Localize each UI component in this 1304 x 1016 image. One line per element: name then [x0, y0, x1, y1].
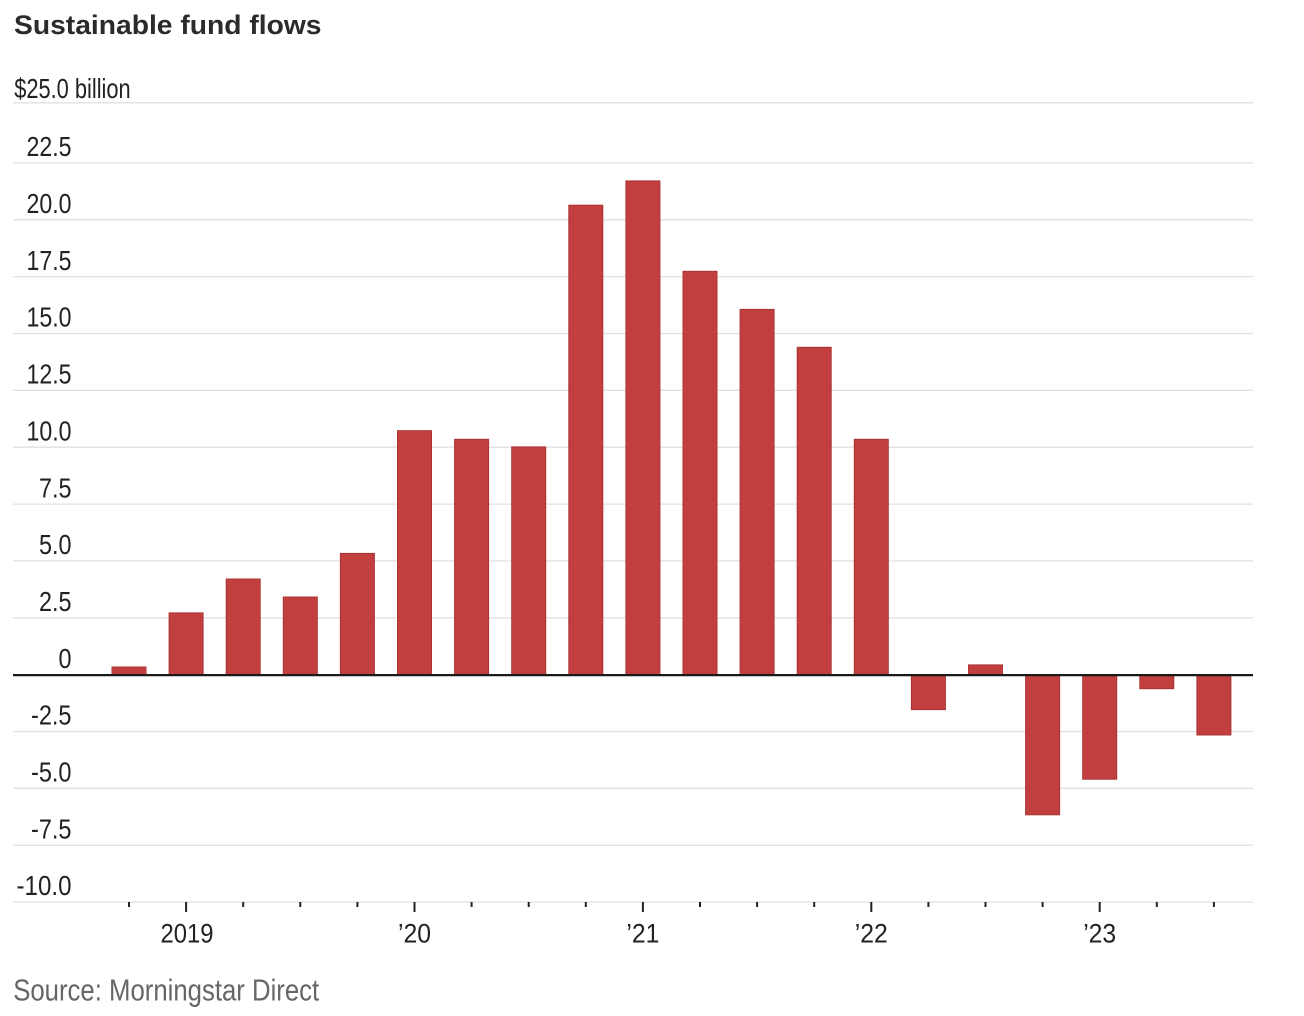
svg-text:7.5: 7.5: [39, 472, 72, 503]
svg-text:2019: 2019: [161, 918, 214, 948]
svg-text:-10.0: -10.0: [17, 870, 72, 901]
svg-text:10.0: 10.0: [27, 415, 72, 446]
svg-text:$25.0 billion: $25.0 billion: [14, 73, 131, 104]
svg-text:’23: ’23: [1083, 918, 1116, 948]
svg-text:22.5: 22.5: [27, 131, 72, 162]
svg-text:15.0: 15.0: [27, 302, 72, 333]
svg-text:’20: ’20: [398, 918, 431, 948]
svg-text:-2.5: -2.5: [31, 700, 72, 731]
svg-text:20.0: 20.0: [27, 188, 72, 219]
svg-text:0: 0: [59, 643, 72, 674]
svg-text:-7.5: -7.5: [31, 813, 72, 844]
svg-text:2.5: 2.5: [39, 586, 72, 617]
svg-text:5.0: 5.0: [39, 529, 72, 560]
svg-text:-5.0: -5.0: [31, 757, 72, 788]
svg-text:12.5: 12.5: [27, 359, 72, 390]
svg-text:Sustainable fund flows: Sustainable fund flows: [14, 10, 322, 40]
svg-text:Source: Morningstar Direct: Source: Morningstar Direct: [13, 973, 319, 1008]
svg-text:’21: ’21: [626, 918, 659, 948]
svg-text:17.5: 17.5: [27, 245, 72, 276]
svg-text:’22: ’22: [855, 918, 888, 948]
